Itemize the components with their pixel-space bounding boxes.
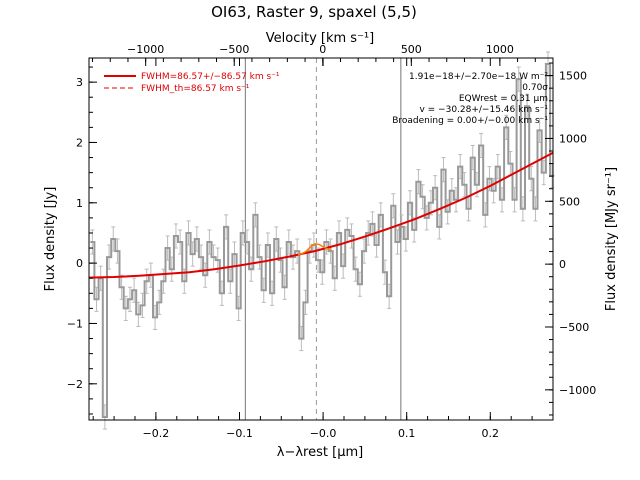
x-tick-label: 0.2 [482, 427, 500, 440]
chart-title: OI63, Raster 9, spaxel (5,5) [211, 3, 417, 21]
y-tick-label: −2 [67, 378, 83, 391]
y-tick-label: 0 [76, 257, 83, 270]
x-tick-label: −0.1 [226, 427, 253, 440]
annotation-velocity: v = −30.28+/−15.46 km s⁻¹ [419, 105, 548, 115]
right-y-tick-label: 0 [559, 258, 566, 271]
fit-annotations: 1.91e−18+/−2.70e−18 W m⁻² 0.70σ EQWrest … [392, 72, 548, 126]
y-tick-label: 2 [76, 136, 83, 149]
x-axis-label: λ−λrest [μm] [277, 445, 363, 460]
data-series [88, 51, 555, 430]
legend-entry-fwhm-th: FWHM_th=86.57 km s⁻¹ [141, 84, 250, 94]
x-tick-label: −0.2 [143, 427, 170, 440]
axes: −0.2 −0.1 −0.0 0.1 0.2 −2 −1 0 1 2 3 −1000 −500 0 500 1… [67, 43, 596, 440]
top-x-tick-label: 1000 [486, 43, 514, 56]
right-y-tick-label: 1000 [559, 132, 587, 145]
right-y-tick-label: −500 [559, 321, 589, 334]
top-x-tick-label: −1000 [127, 43, 164, 56]
top-x-tick-label: −500 [219, 43, 249, 56]
legend: FWHM=86.57+/−86.57 km s⁻¹ FWHM_th=86.57 … [104, 72, 280, 94]
plot-frame [88, 57, 554, 421]
right-y-tick-label: 1500 [559, 70, 587, 83]
legend-entry-fwhm: FWHM=86.57+/−86.57 km s⁻¹ [141, 72, 280, 82]
spectrum-steps [90, 63, 555, 418]
top-x-tick-label: 500 [401, 43, 422, 56]
y-axis-label: Flux density [Jy] [43, 187, 58, 292]
x-tick-label: −0.0 [310, 427, 337, 440]
annotation-line-flux: 1.91e−18+/−2.70e−18 W m⁻² [409, 72, 548, 82]
x-tick-label: 0.1 [398, 427, 416, 440]
continuum-fit-line [88, 151, 554, 279]
y-tick-label: −1 [67, 317, 83, 330]
y-tick-label: 1 [76, 197, 83, 210]
right-y-tick-label: −1000 [559, 384, 596, 397]
top-x-tick-label: 0 [319, 43, 326, 56]
annotation-broadening: Broadening = 0.00+/−0.00 km s⁻¹ [392, 116, 548, 126]
top-axis-label: Velocity [km s⁻¹] [266, 31, 374, 46]
annotation-eqw: EQWrest = 0.31 μm [459, 94, 548, 104]
right-y-axis-label: Flux density [MJy sr⁻¹] [604, 167, 619, 311]
line-fit-curve [297, 243, 332, 256]
reference-lines [244, 58, 402, 420]
y-tick-label: 3 [76, 76, 83, 89]
annotation-significance: 0.70σ [522, 83, 548, 93]
right-y-tick-label: 500 [559, 195, 580, 208]
